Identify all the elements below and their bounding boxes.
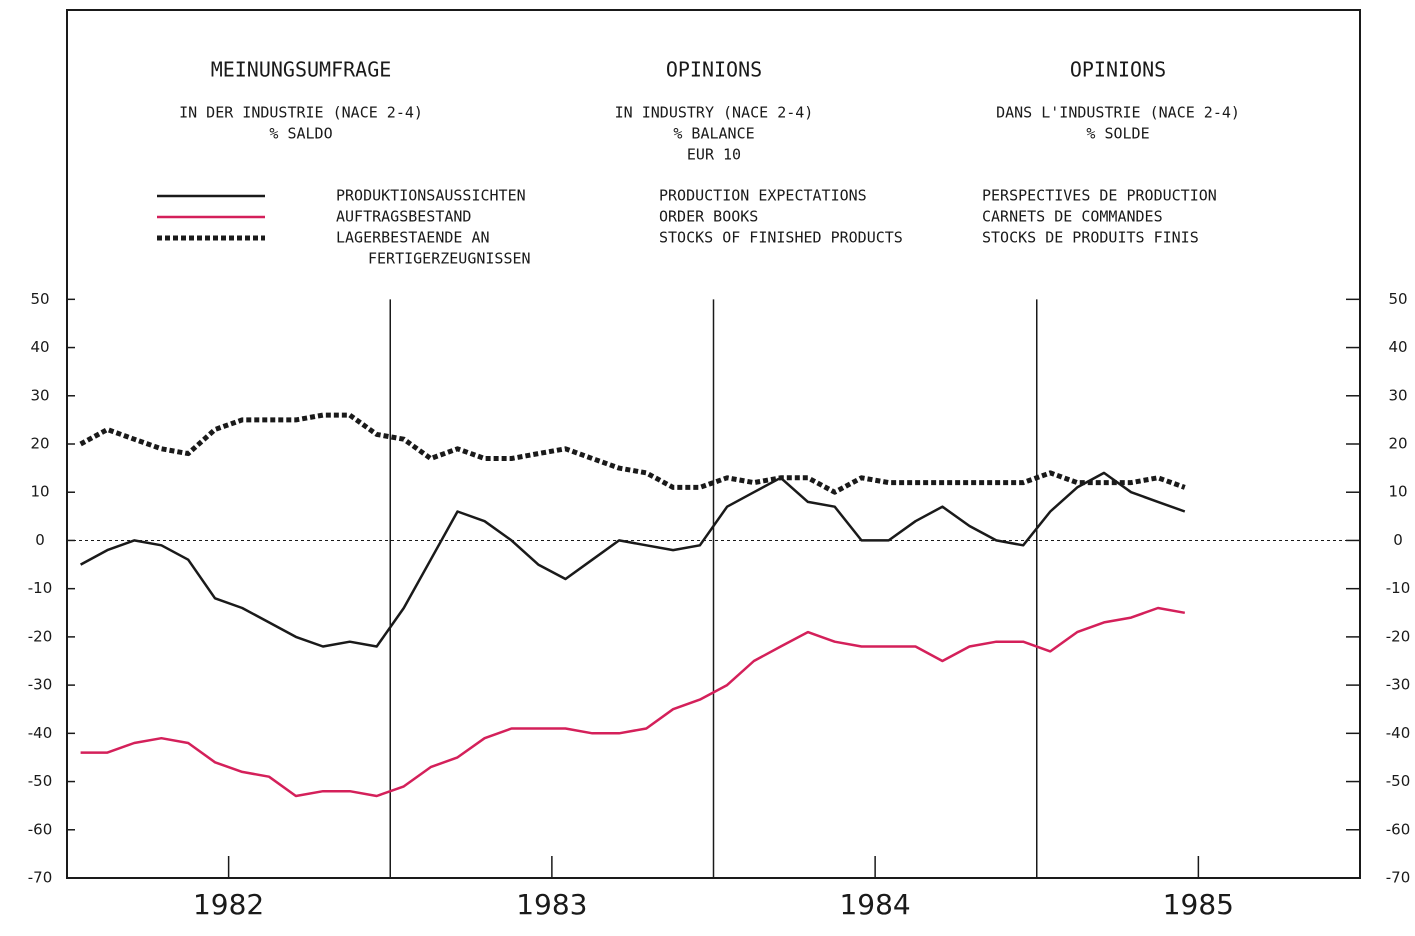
y2-tick-label: 20 <box>1388 435 1407 453</box>
legend-label-de: LAGERBESTAENDE AN <box>336 229 490 247</box>
header-line: % SOLDE <box>1086 125 1149 143</box>
y-tick-label: -30 <box>28 676 53 694</box>
y-tick-label: -40 <box>28 724 53 742</box>
header-title: OPINIONS <box>1070 58 1166 82</box>
legend-label: PRODUCTION EXPECTATIONS <box>659 187 867 205</box>
y-tick-label: 0 <box>35 531 45 549</box>
y-tick-label: 40 <box>30 338 49 356</box>
y-tick-label: -20 <box>28 627 53 645</box>
y2-tick-label: 0 <box>1393 531 1403 549</box>
y-tick-label: 10 <box>30 483 49 501</box>
x-tick-label: 1984 <box>839 888 910 921</box>
series-line <box>80 471 1186 648</box>
header-line: % BALANCE <box>673 125 754 143</box>
header-line: IN DER INDUSTRIE (NACE 2-4) <box>179 104 423 122</box>
y2-tick-label: -20 <box>1386 627 1411 645</box>
series-line <box>80 606 1186 798</box>
x-tick-label: 1982 <box>193 888 264 921</box>
y2-tick-label: -30 <box>1386 676 1411 694</box>
y-tick-label: 50 <box>30 290 49 308</box>
header-line: IN INDUSTRY (NACE 2-4) <box>615 104 814 122</box>
header-line: % SALDO <box>269 125 332 143</box>
legend-label-fr: PERSPECTIVES DE PRODUCTION <box>982 187 1217 205</box>
header-title: MEINUNGSUMFRAGE <box>211 58 392 82</box>
y2-tick-label: -10 <box>1386 579 1411 597</box>
x-tick-label: 1983 <box>516 888 587 921</box>
series-line <box>79 412 1186 495</box>
y2-tick-label: -40 <box>1386 724 1411 742</box>
header-line: EUR 10 <box>687 146 741 164</box>
legend-label-de: FERTIGERZEUGNISSEN <box>368 250 531 268</box>
y2-tick-label: 10 <box>1388 483 1407 501</box>
legend-label-de: AUFTRAGSBESTAND <box>336 208 471 226</box>
y2-tick-label: -60 <box>1386 820 1411 838</box>
y-tick-label: -50 <box>28 772 53 790</box>
y-tick-label: -10 <box>28 579 53 597</box>
y-tick-label: 30 <box>30 386 49 404</box>
y2-tick-label: 50 <box>1388 290 1407 308</box>
y2-tick-label: 40 <box>1388 338 1407 356</box>
legend-label-fr: CARNETS DE COMMANDES <box>982 208 1163 226</box>
legend-label-de: PRODUKTIONSAUSSICHTEN <box>336 187 526 205</box>
y2-tick-label: -70 <box>1386 869 1411 887</box>
header-title: OPINIONS <box>666 58 762 82</box>
y-tick-label: -70 <box>28 869 53 887</box>
header-line: DANS L'INDUSTRIE (NACE 2-4) <box>996 104 1240 122</box>
legend-label: STOCKS OF FINISHED PRODUCTS <box>659 229 903 247</box>
y-tick-label: 20 <box>30 435 49 453</box>
y2-tick-label: 30 <box>1388 386 1407 404</box>
legend-label-fr: STOCKS DE PRODUITS FINIS <box>982 229 1199 247</box>
y2-tick-label: -50 <box>1386 772 1411 790</box>
x-tick-label: 1985 <box>1163 888 1234 921</box>
legend-label: ORDER BOOKS <box>659 208 758 226</box>
y-tick-label: -60 <box>28 820 53 838</box>
